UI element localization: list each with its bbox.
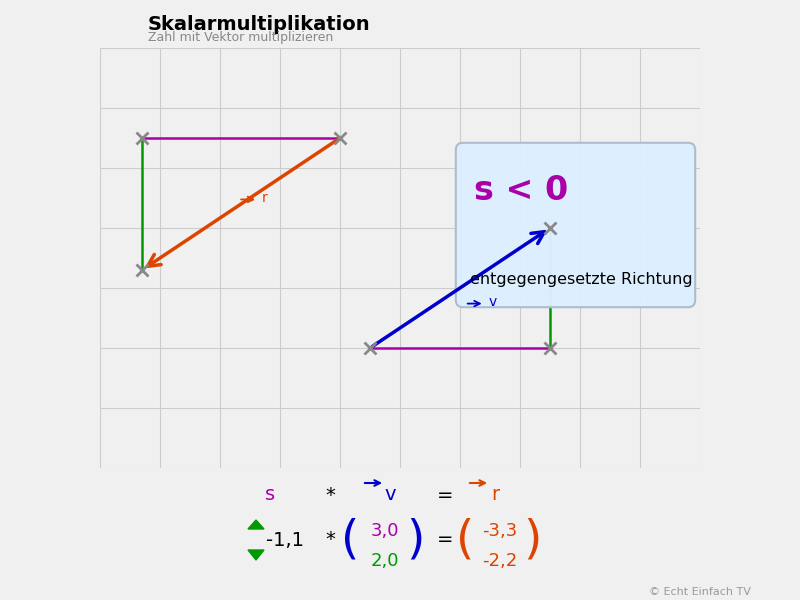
Text: s < 0: s < 0	[474, 174, 568, 207]
Text: *: *	[325, 530, 335, 550]
Text: (: (	[341, 517, 359, 563]
Text: =: =	[437, 485, 454, 505]
Text: =: =	[437, 530, 454, 550]
Text: -2,2: -2,2	[482, 552, 518, 570]
Text: entgegengesetzte Richtung: entgegengesetzte Richtung	[470, 272, 693, 287]
Text: v: v	[384, 485, 396, 505]
Text: ): )	[523, 517, 541, 563]
Text: -3,3: -3,3	[482, 522, 518, 540]
Text: *: *	[325, 485, 335, 505]
Text: Skalarmultiplikation: Skalarmultiplikation	[148, 15, 370, 34]
Text: (: (	[456, 517, 474, 563]
Text: r: r	[262, 191, 268, 205]
Text: s: s	[265, 485, 275, 505]
FancyBboxPatch shape	[456, 143, 695, 307]
Text: r: r	[491, 485, 499, 505]
Text: v: v	[489, 295, 497, 309]
Text: ): )	[406, 517, 424, 563]
Text: 3,0: 3,0	[370, 522, 399, 540]
Text: © Echt Einfach TV: © Echt Einfach TV	[649, 587, 751, 597]
Polygon shape	[248, 520, 264, 529]
Text: -1,1: -1,1	[266, 530, 304, 550]
Polygon shape	[248, 550, 264, 560]
Text: Zahl mit Vektor multiplizieren: Zahl mit Vektor multiplizieren	[148, 31, 334, 44]
Text: 2,0: 2,0	[370, 552, 399, 570]
